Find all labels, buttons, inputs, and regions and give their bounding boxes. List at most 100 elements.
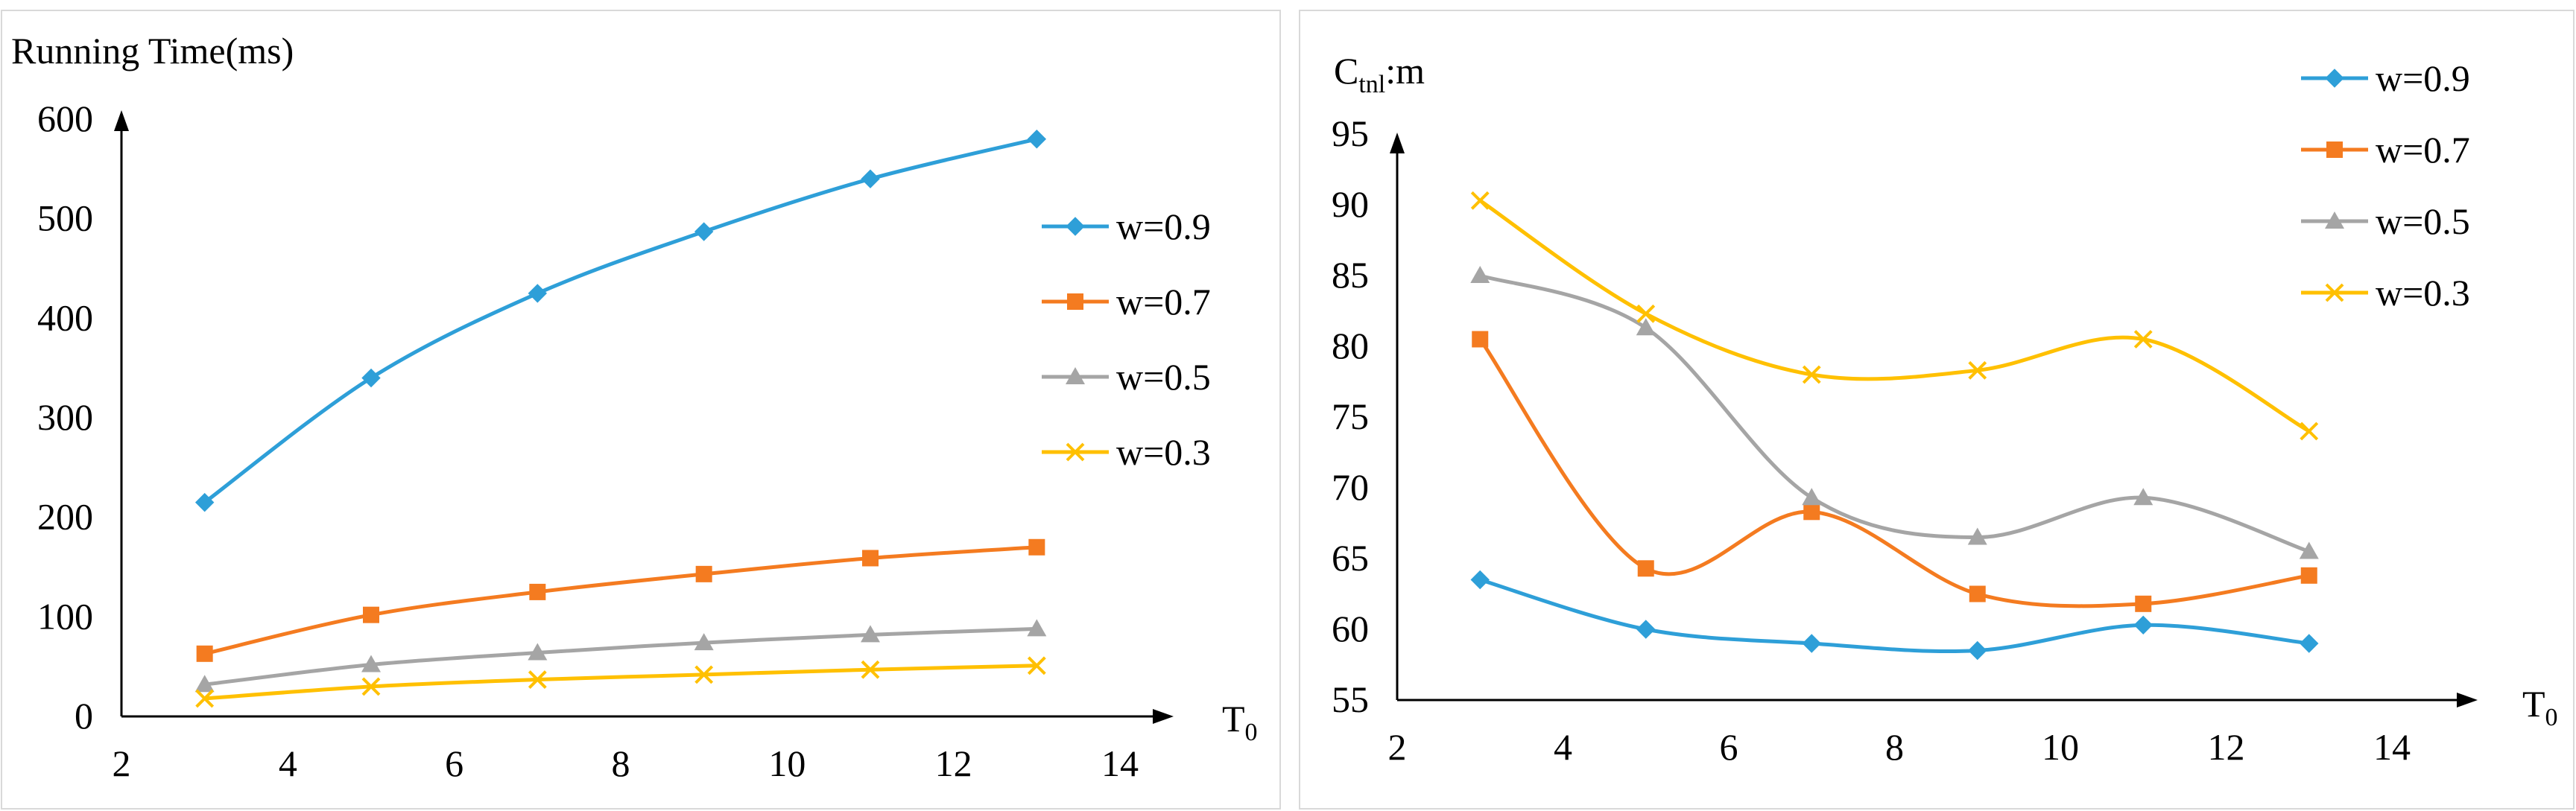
data-point bbox=[1636, 318, 1656, 336]
x-tick-label: 2 bbox=[1388, 726, 1407, 768]
legend-marker bbox=[2326, 141, 2343, 158]
y-tick-label: 600 bbox=[37, 98, 93, 139]
legend-entry: w=0.5 bbox=[1042, 356, 1211, 398]
data-point bbox=[529, 583, 546, 600]
data-point bbox=[1803, 503, 1820, 521]
legend-entry: w=0.7 bbox=[1042, 281, 1211, 322]
x-tick-label: 10 bbox=[2042, 726, 2079, 768]
y-tick-label: 95 bbox=[1332, 112, 1369, 154]
y-tick-label: 500 bbox=[37, 197, 93, 239]
data-point bbox=[196, 645, 213, 662]
x-axis-arrow-icon bbox=[1153, 709, 1174, 724]
y-tick-label: 75 bbox=[1332, 395, 1369, 437]
data-point bbox=[1472, 331, 1489, 348]
axes bbox=[1390, 133, 2478, 707]
x-tick-label: 14 bbox=[2373, 726, 2411, 768]
data-point bbox=[2133, 488, 2153, 506]
y-tick-label: 60 bbox=[1332, 608, 1369, 649]
data-point bbox=[528, 670, 547, 689]
series-line bbox=[204, 545, 1037, 656]
data-point bbox=[1027, 656, 1046, 675]
data-point bbox=[1967, 527, 1987, 545]
series-w=0.5 bbox=[1470, 266, 2319, 559]
chart-panel-2: 55 60 65 70 75 80 85 90 95 2 4 6 8 10 12 14 Ctnl:m T0 w=0.… bbox=[1299, 10, 2575, 810]
legend-label: w=0.5 bbox=[1116, 356, 1211, 398]
y-tick-label: 100 bbox=[37, 595, 93, 637]
data-point bbox=[1027, 130, 1047, 149]
data-point bbox=[1969, 585, 1986, 602]
axes bbox=[114, 110, 1174, 724]
panel-border bbox=[1299, 10, 2575, 810]
data-point bbox=[195, 689, 215, 708]
data-point bbox=[1470, 191, 1490, 210]
legend-marker bbox=[2325, 283, 2344, 302]
y-tick-label: 85 bbox=[1332, 254, 1369, 296]
legend-entry: w=0.3 bbox=[1042, 431, 1211, 473]
series-w=0.3 bbox=[1470, 191, 2319, 441]
legend-entry: w=0.9 bbox=[2301, 57, 2470, 99]
x-tick-label: 2 bbox=[113, 742, 131, 784]
x-tick-label: 14 bbox=[1101, 742, 1139, 784]
data-point bbox=[1636, 620, 1656, 639]
legend-entry: w=0.5 bbox=[2301, 200, 2470, 242]
y-tick-label: 80 bbox=[1332, 325, 1369, 366]
legend-label: w=0.7 bbox=[2376, 129, 2470, 171]
legend-entry: w=0.3 bbox=[2301, 272, 2470, 314]
legend-label: w=0.7 bbox=[1116, 281, 1211, 322]
legend-marker bbox=[2325, 69, 2344, 88]
series-line bbox=[204, 664, 1037, 701]
data-point bbox=[361, 368, 381, 388]
data-point bbox=[2135, 595, 2152, 612]
data-point bbox=[2133, 615, 2153, 635]
data-point bbox=[2133, 330, 2153, 349]
legend-marker bbox=[1066, 217, 1085, 236]
panel-border bbox=[1, 10, 1281, 810]
y-tick-label: 55 bbox=[1332, 678, 1369, 720]
series-w=0.9 bbox=[194, 130, 1047, 512]
chart-panel-1: 0 100 200 300 400 500 600 2 4 6 8 10 12 14 Running Tim… bbox=[1, 10, 1281, 810]
series-w=0.3 bbox=[195, 656, 1046, 708]
data-point bbox=[694, 222, 714, 241]
series-line bbox=[203, 137, 1037, 504]
x-axis-title: T0 bbox=[2522, 683, 2558, 731]
series-w=0.7 bbox=[1472, 331, 2317, 612]
y-tick-label: 0 bbox=[75, 695, 93, 737]
data-point bbox=[861, 660, 880, 679]
data-point bbox=[694, 633, 714, 651]
x-tick-label: 12 bbox=[935, 742, 972, 784]
data-point bbox=[1802, 488, 1822, 506]
y-tick-label: 65 bbox=[1332, 537, 1369, 579]
data-point bbox=[2300, 567, 2317, 584]
data-point bbox=[1637, 560, 1654, 577]
series-line bbox=[1479, 578, 2310, 654]
data-point bbox=[1802, 634, 1821, 653]
data-point bbox=[694, 665, 714, 684]
y-axis-title: Ctnl:m bbox=[1334, 50, 1425, 98]
legend-marker bbox=[1066, 367, 1085, 384]
legend-marker bbox=[1066, 442, 1085, 462]
data-point bbox=[361, 655, 381, 672]
y-axis-title: Running Time(ms) bbox=[11, 30, 294, 71]
x-tick-label: 4 bbox=[279, 742, 297, 784]
data-point bbox=[1028, 538, 1045, 556]
y-tick-label: 400 bbox=[37, 296, 93, 338]
data-point bbox=[2300, 422, 2319, 441]
x-tick-label: 4 bbox=[1554, 726, 1572, 768]
legend-marker bbox=[2325, 212, 2344, 229]
series-w=0.9 bbox=[1470, 570, 2319, 661]
data-point bbox=[2299, 541, 2319, 559]
series-line bbox=[1479, 273, 2310, 553]
data-point bbox=[1470, 266, 1490, 283]
data-point bbox=[2300, 634, 2319, 653]
y-tick-label: 300 bbox=[37, 396, 93, 438]
data-point bbox=[695, 565, 712, 582]
x-tick-label: 10 bbox=[768, 742, 806, 784]
series-line bbox=[1478, 338, 2310, 608]
legend-label: w=0.3 bbox=[1116, 431, 1211, 473]
data-point bbox=[528, 284, 548, 303]
legend-label: w=0.9 bbox=[2376, 57, 2470, 99]
data-point bbox=[1968, 360, 1987, 380]
legend-label: w=0.3 bbox=[2376, 272, 2470, 314]
legend-entry: w=0.7 bbox=[2301, 129, 2470, 171]
